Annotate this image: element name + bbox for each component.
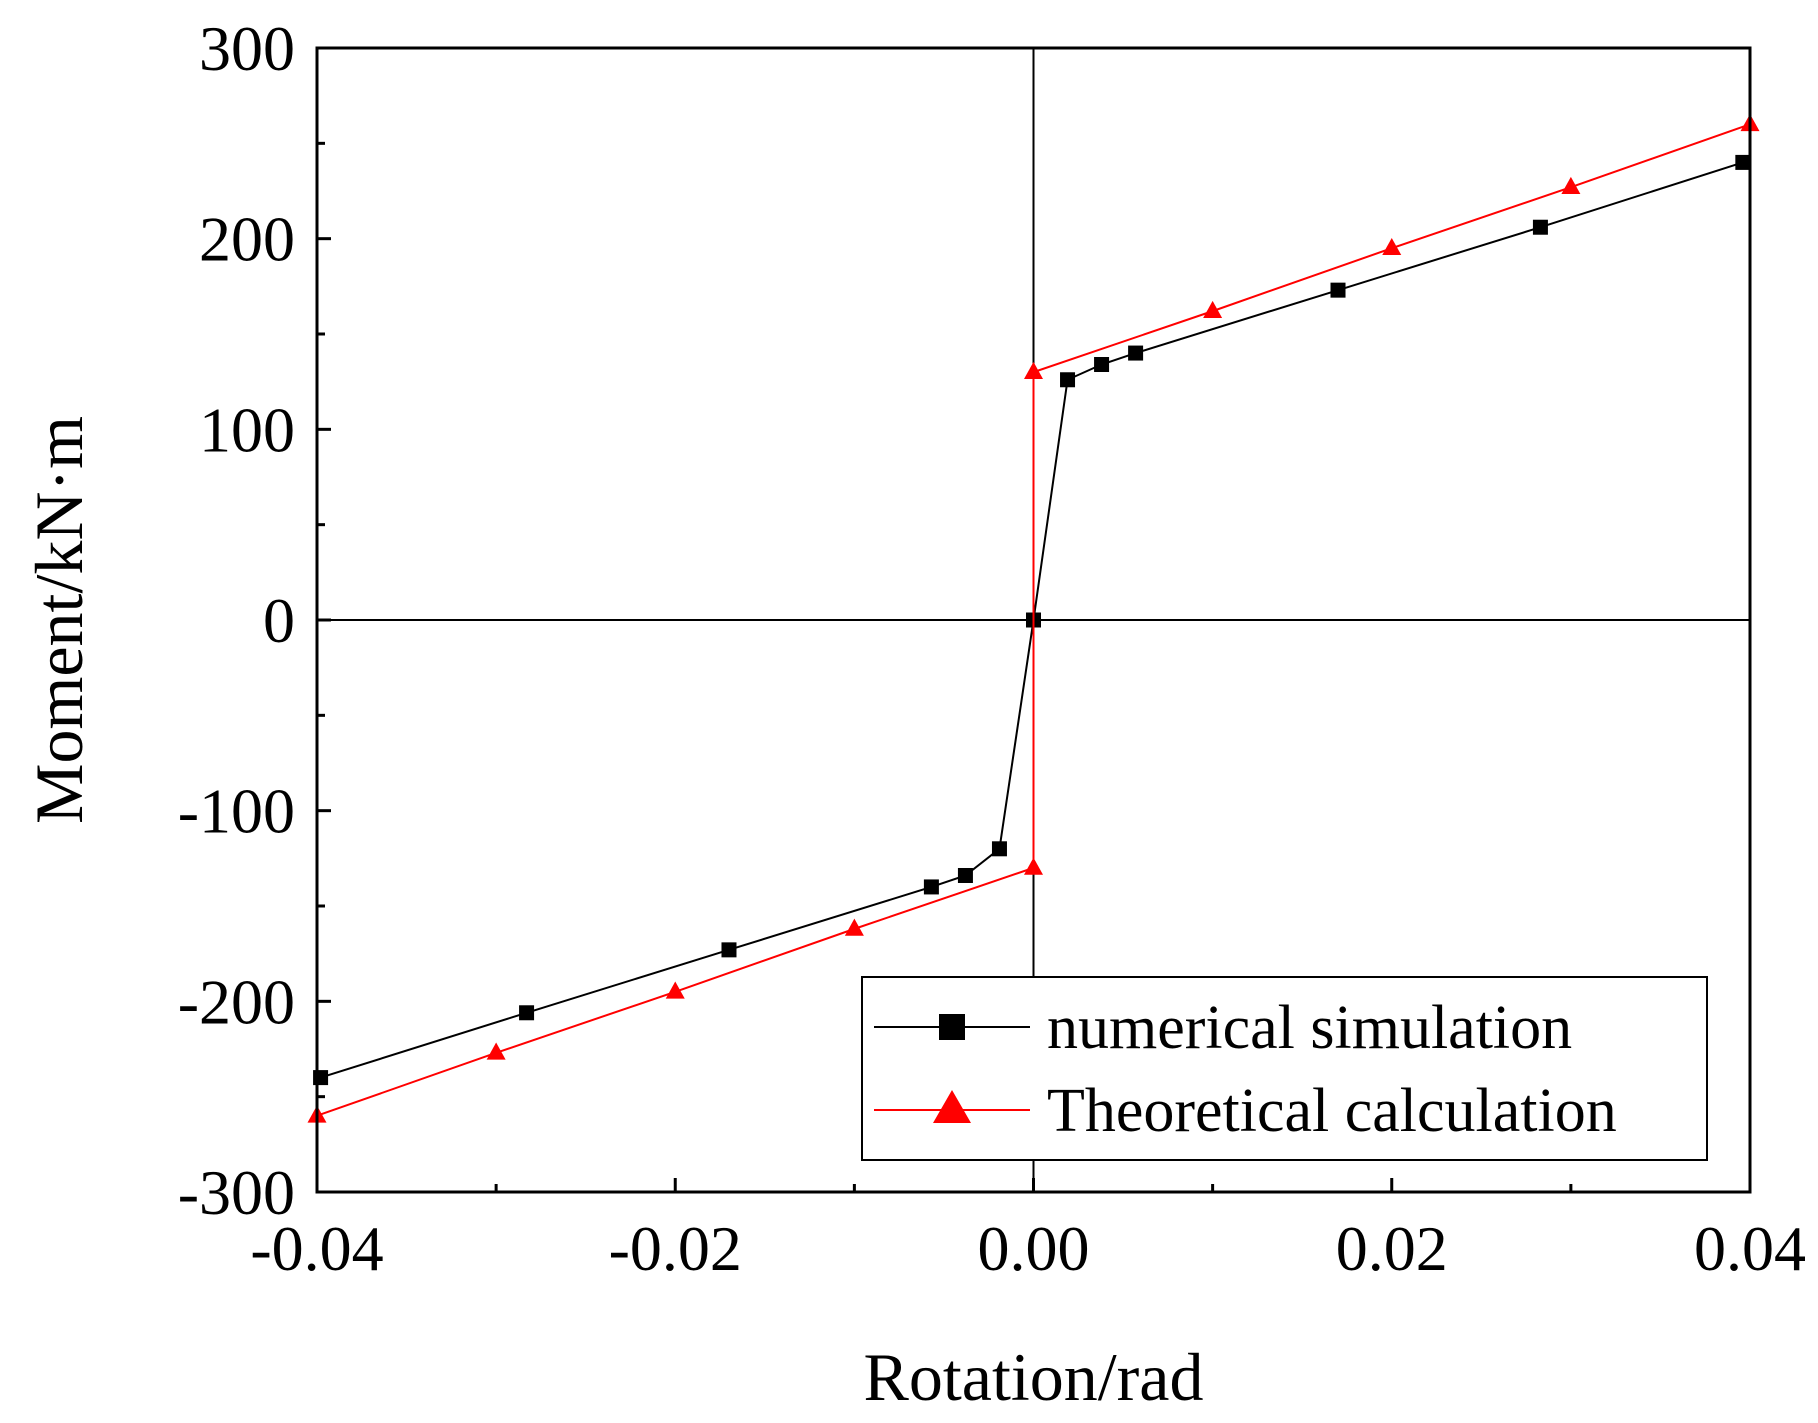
data-point-square bbox=[1128, 345, 1144, 361]
data-point-triangle bbox=[1561, 176, 1581, 195]
legend-label-numerical-simulation: numerical simulation bbox=[1047, 994, 1572, 1062]
data-point-square bbox=[1532, 219, 1548, 235]
data-point-triangle bbox=[1203, 300, 1223, 318]
x-tick-label: 0.04 bbox=[1694, 1213, 1806, 1284]
legend: numerical simulation Theoretical calcula… bbox=[861, 976, 1708, 1161]
data-point-triangle bbox=[486, 1042, 506, 1060]
x-tick-label: -0.04 bbox=[250, 1213, 383, 1284]
y-tick-label: -200 bbox=[178, 966, 295, 1037]
y-tick-label: -100 bbox=[178, 776, 295, 847]
legend-marker-square bbox=[939, 1014, 965, 1040]
legend-label-theoretical-calculation: Theoretical calculation bbox=[1047, 1077, 1617, 1145]
y-tick-label: 0 bbox=[263, 585, 295, 656]
x-tick-label: -0.02 bbox=[609, 1213, 742, 1284]
data-point-square bbox=[519, 1005, 535, 1021]
y-tick-label: 100 bbox=[199, 394, 295, 465]
x-axis-title: Rotation/rad bbox=[864, 1339, 1204, 1415]
data-point-triangle bbox=[1024, 857, 1043, 875]
legend-marker-triangle bbox=[933, 1090, 971, 1123]
y-tick-label: 300 bbox=[199, 13, 295, 84]
data-point-square bbox=[957, 867, 973, 883]
data-point-square bbox=[1735, 154, 1751, 170]
y-tick-label: 200 bbox=[199, 204, 295, 275]
data-point-square bbox=[1060, 372, 1076, 388]
data-point-triangle bbox=[1024, 361, 1043, 379]
data-point-triangle bbox=[1382, 237, 1402, 256]
x-axis-ticks: -0.04 -0.02 0.00 0.02 0.04 bbox=[250, 1178, 1806, 1284]
data-point-square bbox=[923, 879, 939, 895]
legend-box bbox=[861, 976, 1708, 1161]
data-point-square bbox=[1330, 282, 1346, 298]
series-line bbox=[316, 123, 1751, 1117]
data-point-triangle bbox=[665, 981, 685, 999]
x-tick-label: 0.00 bbox=[978, 1213, 1090, 1284]
data-point-square bbox=[1094, 357, 1110, 373]
data-point-square bbox=[313, 1070, 329, 1086]
x-tick-label: 0.02 bbox=[1336, 1213, 1448, 1284]
y-axis-title: Moment/kN·m bbox=[21, 416, 97, 824]
y-axis-ticks: -300 -200 -100 0 100 200 300 bbox=[178, 13, 331, 1228]
series-layer bbox=[307, 114, 1760, 1123]
series-1 bbox=[307, 114, 1760, 1123]
data-point-triangle bbox=[844, 918, 864, 936]
data-point-square bbox=[721, 942, 737, 958]
y-tick-label: -300 bbox=[178, 1157, 295, 1228]
data-point-square bbox=[991, 841, 1007, 857]
